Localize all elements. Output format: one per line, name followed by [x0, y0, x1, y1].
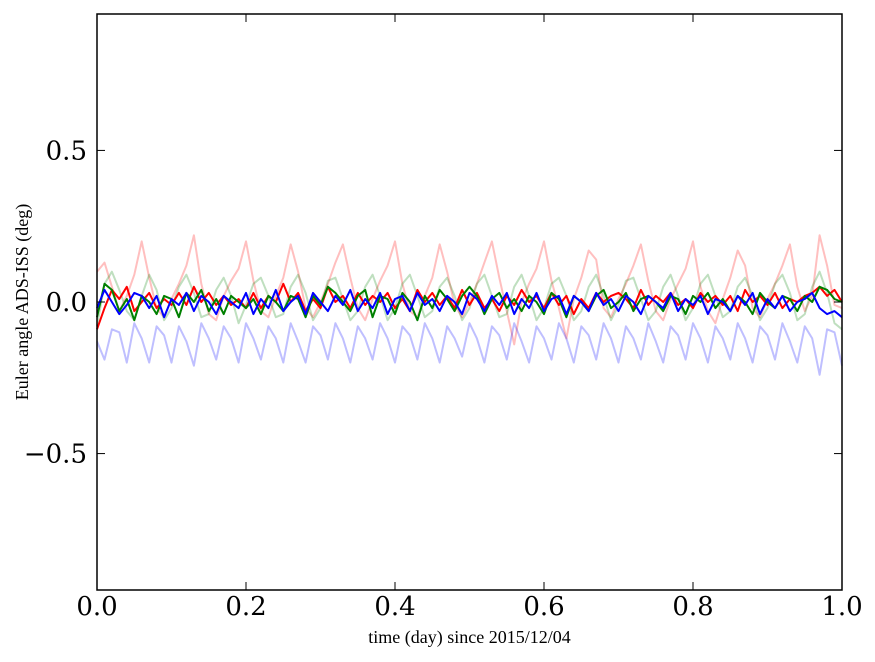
series-line-5 — [96, 282, 843, 322]
series-line-3 — [96, 322, 843, 376]
x-tick-label: 0.4 — [374, 592, 415, 622]
x-tick-label: 0.0 — [76, 592, 117, 622]
tick-labels-layer: 0.0 0.2 0.4 0.6 0.8 1.0 −0.5 0.0 0.5 — [24, 136, 863, 622]
x-tick-label: 0.2 — [225, 592, 266, 622]
series-line-6 — [96, 288, 843, 319]
x-axis-label: time (day) since 2015/12/04 — [368, 627, 570, 648]
series-line-2 — [96, 270, 843, 331]
y-tick-label: 0.5 — [46, 136, 87, 166]
plot-frame — [96, 13, 843, 591]
x-tick-label: 0.6 — [523, 592, 564, 622]
series-layer — [96, 234, 843, 376]
y-tick-label: −0.5 — [24, 440, 87, 470]
y-axis-label: Euler angle ADS-ISS (deg) — [12, 204, 33, 400]
x-tick-label: 1.0 — [821, 592, 862, 622]
x-tick-label: 0.8 — [672, 592, 713, 622]
y-tick-label: 0.0 — [46, 288, 87, 318]
